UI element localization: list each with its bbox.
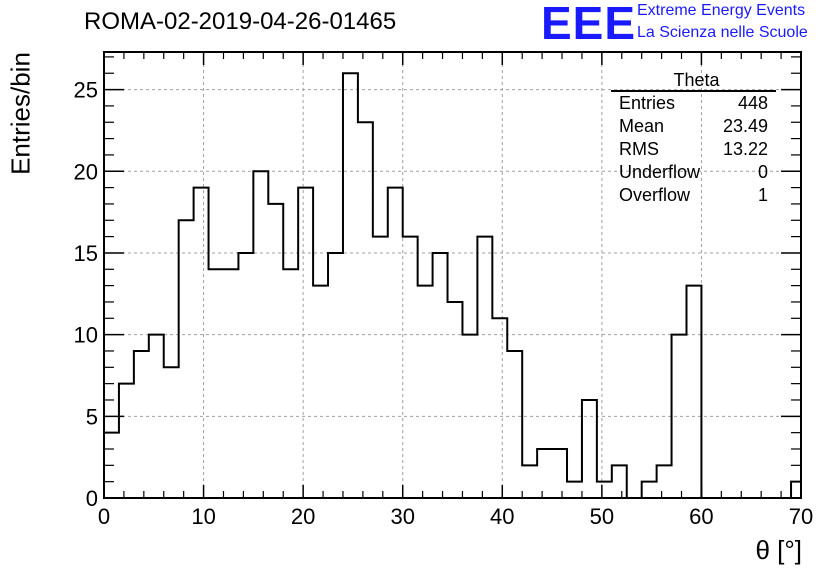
- histogram-bin: [313, 286, 328, 498]
- stats-value: 448: [737, 93, 768, 113]
- histogram-bin: [507, 351, 522, 498]
- histogram-bin: [179, 220, 194, 498]
- histogram-bin: [492, 318, 507, 498]
- x-tick-label: 0: [98, 504, 110, 529]
- y-tick-label: 25: [74, 78, 98, 103]
- y-tick-label: 0: [86, 486, 98, 511]
- stats-label: Underflow: [619, 162, 701, 182]
- histogram-bin: [223, 269, 238, 498]
- histogram-bin: [448, 302, 463, 498]
- y-axis-label: Entries/bin: [5, 52, 36, 175]
- x-tick-label: 10: [191, 504, 215, 529]
- y-tick-label: 15: [74, 241, 98, 266]
- x-tick-label: 40: [490, 504, 514, 529]
- grid-lines: [104, 52, 801, 498]
- histogram-bin: [552, 449, 567, 498]
- y-tick-label: 10: [74, 323, 98, 348]
- stats-value: 13.22: [722, 139, 768, 159]
- stats-row-underflow: Underflow 0: [611, 161, 776, 184]
- histogram-bin: [134, 351, 149, 498]
- histogram-bin: [403, 237, 418, 498]
- histogram-bin: [477, 237, 492, 498]
- stats-box: Theta Entries 448 Mean 23.49 RMS 13.22 U…: [611, 70, 776, 207]
- histogram-bin: [672, 335, 687, 498]
- stats-value: 0: [757, 162, 768, 182]
- histogram-outline: [103, 72, 801, 499]
- eee-logo: EEE: [541, 0, 637, 49]
- x-tick-label: 60: [689, 504, 713, 529]
- stats-label: Mean: [619, 116, 665, 136]
- histogram-bin: [791, 482, 801, 498]
- histogram-bin: [298, 188, 313, 498]
- histogram-bin: [642, 482, 657, 498]
- histogram-bin: [657, 465, 672, 498]
- stats-row-entries: Entries 448: [611, 92, 776, 115]
- histogram-bin: [462, 335, 477, 498]
- histogram-bin: [104, 433, 119, 498]
- histogram-bins: [103, 72, 801, 499]
- histogram-bin: [597, 482, 612, 498]
- chart-title: ROMA-02-2019-04-26-01465: [84, 8, 397, 35]
- stats-label: RMS: [619, 139, 659, 159]
- x-tick-label: 20: [291, 504, 315, 529]
- plot-frame: [103, 51, 802, 499]
- stats-value: 23.49: [722, 116, 768, 136]
- histogram-bin: [522, 465, 537, 498]
- stats-value: 1: [757, 185, 768, 205]
- logo-line-2: La Scienza nelle Scuole: [637, 24, 808, 41]
- histogram-bin: [194, 188, 209, 498]
- histogram-bin: [582, 400, 597, 498]
- y-tick-label: 5: [86, 404, 98, 429]
- histogram-bin: [268, 204, 283, 498]
- y-tick-label: 20: [74, 159, 98, 184]
- logo-line-1: Extreme Energy Events: [637, 2, 806, 19]
- histogram-bin: [149, 335, 164, 498]
- histogram-bin: [209, 269, 224, 498]
- histogram-bin: [253, 171, 268, 498]
- stats-row-overflow: Overflow 1: [611, 184, 776, 207]
- histogram-bin: [433, 253, 448, 498]
- x-tick-label: 50: [590, 504, 614, 529]
- histogram-bin: [119, 384, 134, 498]
- histogram-bin: [418, 286, 433, 498]
- histogram-bin: [612, 465, 627, 498]
- histogram-bin: [164, 367, 179, 498]
- histogram-bin: [567, 482, 582, 498]
- x-tick-label: 70: [789, 504, 813, 529]
- stats-label: Entries: [619, 93, 676, 113]
- histogram-bin: [388, 188, 403, 498]
- stats-label: Overflow: [619, 185, 691, 205]
- histogram-bin: [283, 269, 298, 498]
- x-tick-label: 30: [390, 504, 414, 529]
- x-axis-label: θ [°]: [755, 535, 802, 565]
- histogram-bin: [537, 449, 552, 498]
- stats-name: Theta: [611, 70, 776, 92]
- histogram-bin: [343, 73, 358, 498]
- histogram-bin: [328, 253, 343, 498]
- histogram-bin: [358, 122, 373, 498]
- stats-row-mean: Mean 23.49: [611, 115, 776, 138]
- stats-row-rms: RMS 13.22: [611, 138, 776, 161]
- histogram-bin: [686, 286, 701, 498]
- histogram-bin: [373, 237, 388, 498]
- histogram-bin: [238, 253, 253, 498]
